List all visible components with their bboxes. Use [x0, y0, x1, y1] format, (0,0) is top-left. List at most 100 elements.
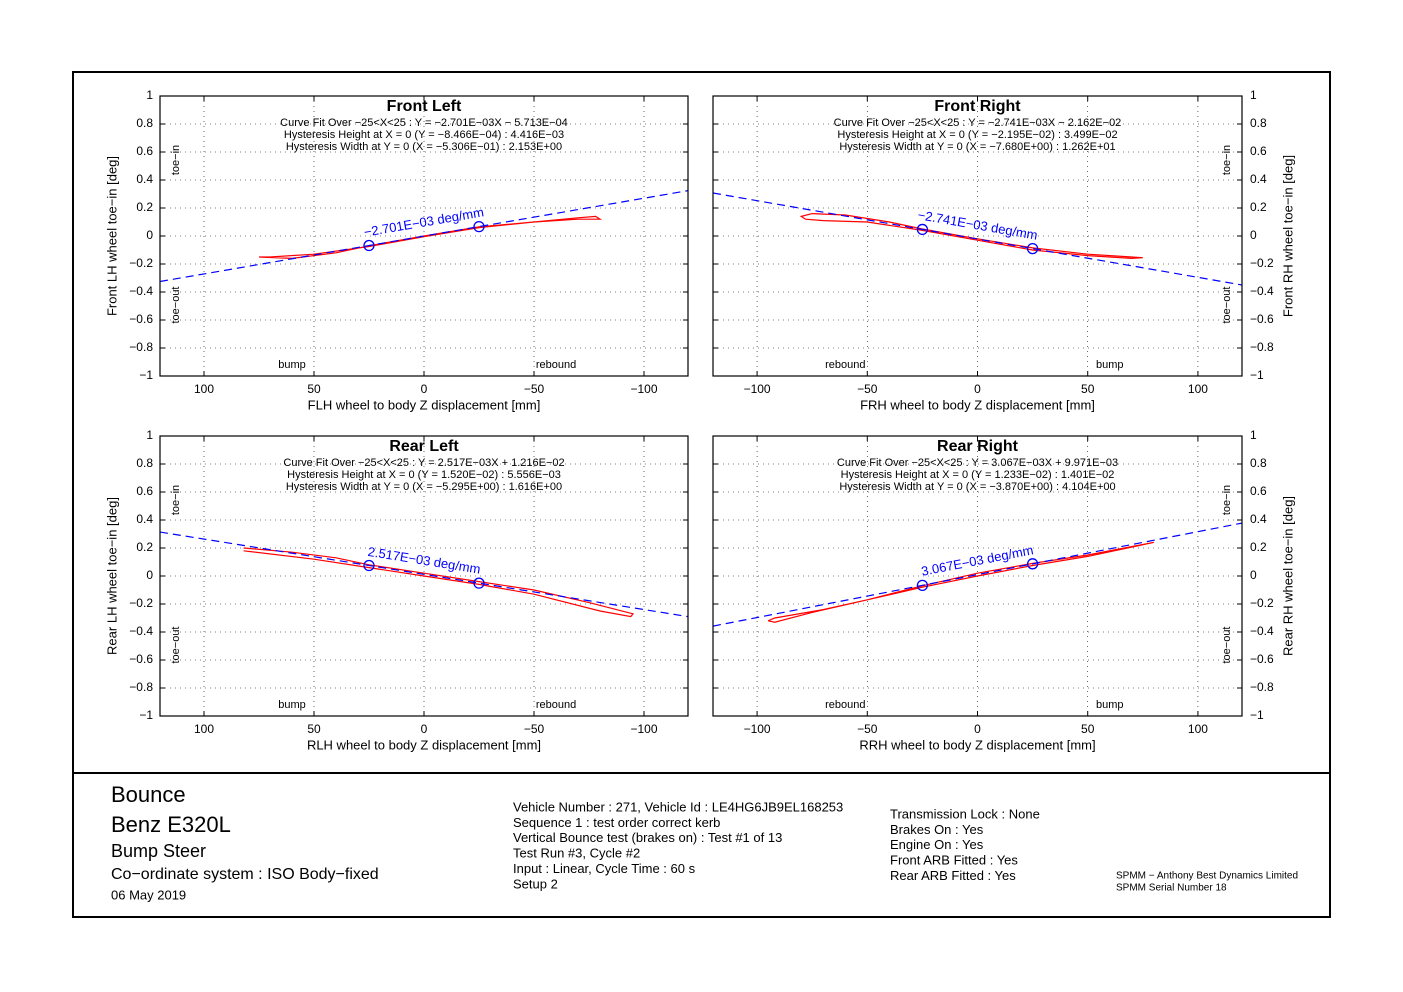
x-tick-label: 50	[1081, 382, 1095, 396]
plot-frame	[712, 435, 1243, 717]
fit-text: Hysteresis Height at X = 0 (Y = 1.520E−0…	[287, 469, 561, 481]
plot-frame	[159, 95, 689, 377]
bump-label: bump	[1096, 359, 1124, 371]
fit-line	[160, 531, 688, 618]
y-tick-label: 0.6	[1250, 484, 1267, 498]
test-info: Setup 2	[513, 876, 558, 891]
y-tick-label: 0	[146, 228, 153, 242]
y-tick-label: −1	[139, 368, 153, 382]
x-tick-label: −100	[630, 722, 657, 736]
fit-text: Hysteresis Height at X = 0 (Y = −8.466E−…	[284, 129, 564, 141]
fit-text: Hysteresis Width at Y = 0 (X = −3.870E+0…	[839, 481, 1115, 493]
y-tick-label: −0.2	[129, 256, 153, 270]
y-axis-label: Rear RH wheel toe−in [deg]	[1280, 496, 1295, 656]
y-tick-label: −0.2	[1250, 256, 1274, 270]
y-tick-label: −1	[139, 708, 153, 722]
toe-in-label: toe−in	[170, 145, 182, 175]
y-tick-label: 0.8	[136, 116, 153, 130]
x-tick-label: −50	[857, 722, 878, 736]
x-tick-label: −50	[524, 382, 545, 396]
credits: SPMM Serial Number 18	[1116, 883, 1227, 894]
measured-line	[258, 215, 603, 260]
y-tick-label: 0.2	[1250, 540, 1267, 554]
plot-frame	[159, 435, 689, 717]
chart-title: Rear Right	[937, 438, 1019, 455]
chart: −100 −50 0 50 100 −1 −0.8 −0.6 −0.4 −0.2 0 0.2 0.4 0.…	[712, 88, 1295, 412]
y-tick-label: −0.8	[1250, 680, 1274, 694]
y-tick-label: −0.6	[1250, 652, 1274, 666]
vehicle-state: Rear ARB Fitted : Yes	[890, 868, 1016, 883]
y-tick-label: 0.8	[136, 456, 153, 470]
y-tick-label: −1	[1250, 708, 1264, 722]
y-tick-label: −0.6	[129, 652, 153, 666]
y-tick-label: 0.8	[1250, 456, 1267, 470]
chart-title: Rear Left	[389, 438, 459, 455]
y-tick-label: −0.4	[129, 624, 153, 638]
y-tick-label: 0	[1250, 568, 1257, 582]
measured-line	[243, 547, 635, 618]
fit-text: Hysteresis Width at Y = 0 (X = −5.306E−0…	[286, 141, 562, 153]
fit-text: Hysteresis Height at X = 0 (Y = −2.195E−…	[837, 129, 1117, 141]
toe-out-label: toe−out	[1221, 626, 1233, 663]
y-tick-label: 0.2	[136, 540, 153, 554]
x-tick-label: 0	[974, 382, 981, 396]
test-info: Sequence 1 : test order correct kerb	[513, 815, 720, 830]
footer-heading: Benz E320L	[111, 812, 231, 837]
y-axis-label: Rear LH wheel toe−in [deg]	[104, 497, 119, 655]
x-tick-label: 0	[421, 382, 428, 396]
rebound-label: rebound	[536, 359, 576, 371]
chart-title: Front Left	[387, 98, 462, 115]
chart: 100 50 0 −50 −100 −1 −0.8 −0.6 −0.4 −0.2 0 0.2 0.4 0.…	[104, 88, 689, 412]
fit-text: Hysteresis Width at Y = 0 (X = −5.295E+0…	[286, 481, 562, 493]
footer-heading: 06 May 2019	[111, 887, 186, 902]
test-info: Vehicle Number : 271, Vehicle Id : LE4HG…	[513, 799, 843, 814]
y-tick-label: −0.2	[129, 596, 153, 610]
fit-text: Hysteresis Width at Y = 0 (X = −7.680E+0…	[839, 141, 1115, 153]
test-info: Vertical Bounce test (brakes on) : Test …	[513, 830, 782, 845]
fit-marker	[916, 223, 929, 236]
x-tick-label: 0	[421, 722, 428, 736]
x-tick-label: −100	[744, 722, 771, 736]
y-tick-label: 0.4	[136, 172, 153, 186]
toe-out-label: toe−out	[170, 286, 182, 323]
x-tick-label: 100	[1188, 382, 1208, 396]
y-tick-label: 0	[146, 568, 153, 582]
fit-text: Hysteresis Height at X = 0 (Y = 1.233E−0…	[841, 469, 1115, 481]
toe-in-label: toe−in	[1221, 485, 1233, 515]
x-tick-label: 50	[307, 722, 321, 736]
fit-line	[160, 190, 688, 283]
vehicle-state: Front ARB Fitted : Yes	[890, 853, 1018, 868]
y-tick-label: −0.2	[1250, 596, 1274, 610]
y-tick-label: −0.6	[129, 312, 153, 326]
y-tick-label: 0.2	[1250, 200, 1267, 214]
fit-marker	[1026, 242, 1039, 255]
x-tick-label: 0	[974, 722, 981, 736]
y-tick-label: −0.8	[1250, 340, 1274, 354]
fit-marker	[473, 577, 485, 589]
x-axis-label: FLH wheel to body Z displacement [mm]	[308, 397, 541, 412]
fit-marker	[363, 239, 375, 252]
fit-marker	[1026, 558, 1039, 570]
bump-label: bump	[278, 699, 306, 711]
y-tick-label: −0.4	[1250, 624, 1274, 638]
x-axis-label: RLH wheel to body Z displacement [mm]	[307, 737, 541, 752]
bump-label: bump	[278, 359, 306, 371]
test-info: Input : Linear, Cycle Time : 60 s	[513, 861, 696, 876]
vehicle-state: Brakes On : Yes	[890, 822, 984, 837]
footer-heading: Bounce	[111, 782, 186, 807]
y-tick-label: −0.4	[129, 284, 153, 298]
toe-in-label: toe−in	[1221, 145, 1233, 175]
x-tick-label: 50	[307, 382, 321, 396]
y-axis-label: Front LH wheel toe−in [deg]	[104, 156, 119, 316]
x-axis-label: FRH wheel to body Z displacement [mm]	[860, 397, 1095, 412]
rebound-label: rebound	[825, 699, 865, 711]
x-tick-label: −50	[524, 722, 545, 736]
x-tick-label: 100	[194, 382, 214, 396]
x-tick-label: −50	[857, 382, 878, 396]
x-axis-label: RRH wheel to body Z displacement [mm]	[859, 737, 1095, 752]
fit-marker	[916, 579, 929, 592]
page-border	[72, 71, 1331, 918]
x-tick-label: −100	[630, 382, 657, 396]
vehicle-state: Transmission Lock : None	[890, 806, 1040, 821]
